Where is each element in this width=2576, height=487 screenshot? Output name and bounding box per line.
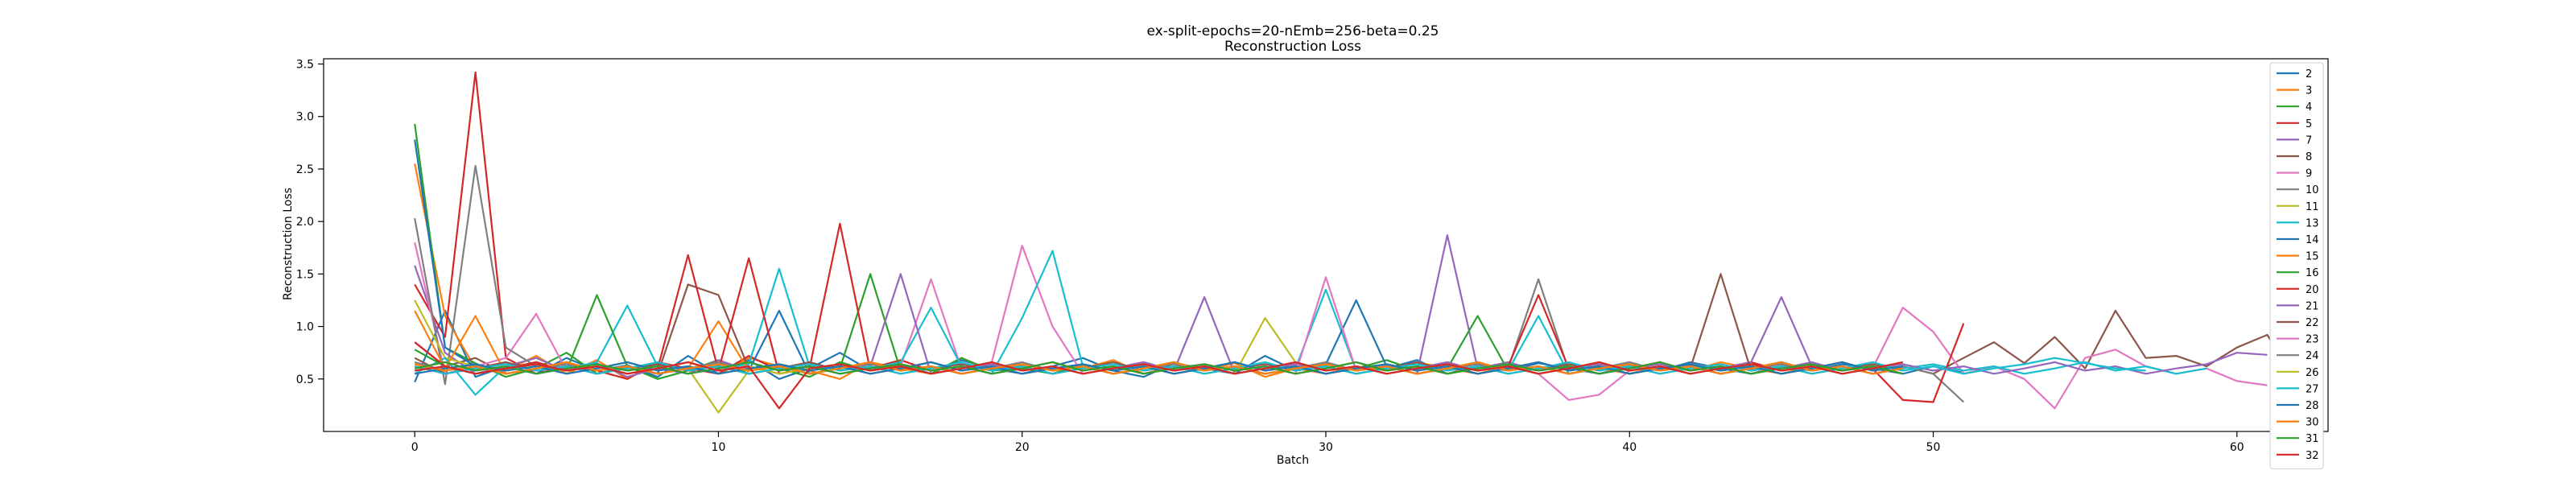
series-line-22 xyxy=(414,273,1904,375)
series-line-4 xyxy=(414,123,1903,380)
x-tick-label: 0 xyxy=(411,441,419,454)
legend-label-9: 9 xyxy=(2306,168,2312,180)
legend-label-16: 16 xyxy=(2306,267,2319,279)
y-tick-label: 3.0 xyxy=(296,111,314,124)
x-axis-label: Batch xyxy=(1277,454,1309,467)
y-tick-label: 0.5 xyxy=(296,374,314,386)
legend-label-7: 7 xyxy=(2306,134,2312,147)
x-tick-label: 30 xyxy=(1319,441,1333,454)
legend-label-4: 4 xyxy=(2306,101,2312,113)
x-tick-label: 60 xyxy=(2230,441,2244,454)
legend-label-20: 20 xyxy=(2306,284,2319,296)
legend-label-15: 15 xyxy=(2306,251,2319,263)
x-tick-label: 20 xyxy=(1015,441,1030,454)
legend-label-3: 3 xyxy=(2306,85,2312,97)
legend-box xyxy=(2269,62,2324,469)
y-tick-label: 1.5 xyxy=(296,268,314,281)
chart-subtitle: Reconstruction Loss xyxy=(1224,39,1361,55)
series-line-14 xyxy=(414,139,1903,375)
series-line-30 xyxy=(414,361,1903,375)
chart-title: ex-split-epochs=20-nEmb=256-beta=0.25 xyxy=(1146,23,1439,39)
legend-label-24: 24 xyxy=(2306,350,2319,362)
plot-area: 0 10 20 30 40 50 60 0.5 1.0 1.5 2.0 2.5 3.0 3.5 xyxy=(296,58,2329,454)
legend-label-23: 23 xyxy=(2306,334,2319,346)
series-line-5 xyxy=(414,71,1904,380)
series-line-3 xyxy=(414,163,1903,380)
series-line-7 xyxy=(414,234,1904,378)
legend-label-31: 31 xyxy=(2306,433,2319,445)
y-tick-label: 2.0 xyxy=(296,216,314,229)
legend-label-10: 10 xyxy=(2306,184,2319,196)
legend-label-30: 30 xyxy=(2306,417,2319,429)
series-line-32 xyxy=(415,361,1904,410)
legend-label-13: 13 xyxy=(2306,217,2319,229)
legend-label-32: 32 xyxy=(2306,450,2319,462)
y-tick-label: 2.5 xyxy=(296,163,314,176)
y-tick-label: 1.0 xyxy=(296,321,314,334)
legend-label-2: 2 xyxy=(2306,68,2312,80)
legend-label-27: 27 xyxy=(2306,383,2319,395)
legend-label-11: 11 xyxy=(2306,201,2319,213)
legend-label-8: 8 xyxy=(2306,151,2312,163)
series-line-11 xyxy=(414,299,1903,414)
legend: 2345789101113141516202122232426272830313… xyxy=(2269,62,2324,469)
y-tick-label: 3.5 xyxy=(296,59,314,72)
series-line-16 xyxy=(414,273,1903,375)
x-tick-label: 10 xyxy=(712,441,726,454)
x-tick-label: 40 xyxy=(1622,441,1637,454)
legend-label-5: 5 xyxy=(2306,118,2312,130)
legend-label-21: 21 xyxy=(2306,300,2319,312)
legend-label-28: 28 xyxy=(2306,400,2319,412)
x-tick-label: 50 xyxy=(1926,441,1941,454)
y-axis-label: Reconstruction Loss xyxy=(282,188,295,300)
legend-label-22: 22 xyxy=(2306,317,2319,329)
series-line-27 xyxy=(414,357,2146,375)
legend-label-14: 14 xyxy=(2306,234,2319,246)
legend-label-26: 26 xyxy=(2306,367,2319,379)
